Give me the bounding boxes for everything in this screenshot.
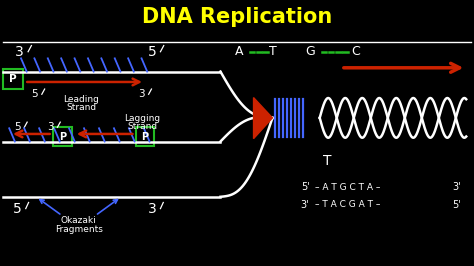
Text: Okazaki: Okazaki xyxy=(61,216,97,225)
Text: 5: 5 xyxy=(13,202,22,216)
Text: – T A C G A T –: – T A C G A T – xyxy=(315,200,380,209)
Text: Strand: Strand xyxy=(66,103,96,113)
Text: P: P xyxy=(142,132,149,142)
Text: 5: 5 xyxy=(14,122,20,132)
Text: P: P xyxy=(59,132,66,142)
Text: Leading: Leading xyxy=(63,95,99,105)
Text: P: P xyxy=(9,74,17,84)
Text: DNA Replication: DNA Replication xyxy=(142,7,332,27)
Text: A: A xyxy=(235,45,244,58)
Text: G: G xyxy=(305,45,315,58)
Text: C: C xyxy=(351,45,359,58)
Text: 5: 5 xyxy=(31,89,38,99)
Text: 3: 3 xyxy=(15,45,24,59)
Text: 3': 3' xyxy=(301,200,310,210)
Text: 3: 3 xyxy=(147,202,156,216)
Text: T: T xyxy=(269,45,276,58)
Text: 5': 5' xyxy=(301,182,310,192)
Text: Lagging: Lagging xyxy=(124,114,161,123)
Text: 5: 5 xyxy=(147,45,156,59)
Text: Strand: Strand xyxy=(128,122,157,131)
Text: 3': 3' xyxy=(452,182,461,192)
Text: 3: 3 xyxy=(47,122,54,132)
Text: Fragments: Fragments xyxy=(55,225,102,234)
Polygon shape xyxy=(254,98,273,139)
Text: 3: 3 xyxy=(138,89,145,99)
Text: – A T G C T A –: – A T G C T A – xyxy=(315,183,380,192)
Text: 5': 5' xyxy=(452,200,461,210)
Text: H: H xyxy=(262,113,269,122)
Text: T: T xyxy=(322,154,331,168)
